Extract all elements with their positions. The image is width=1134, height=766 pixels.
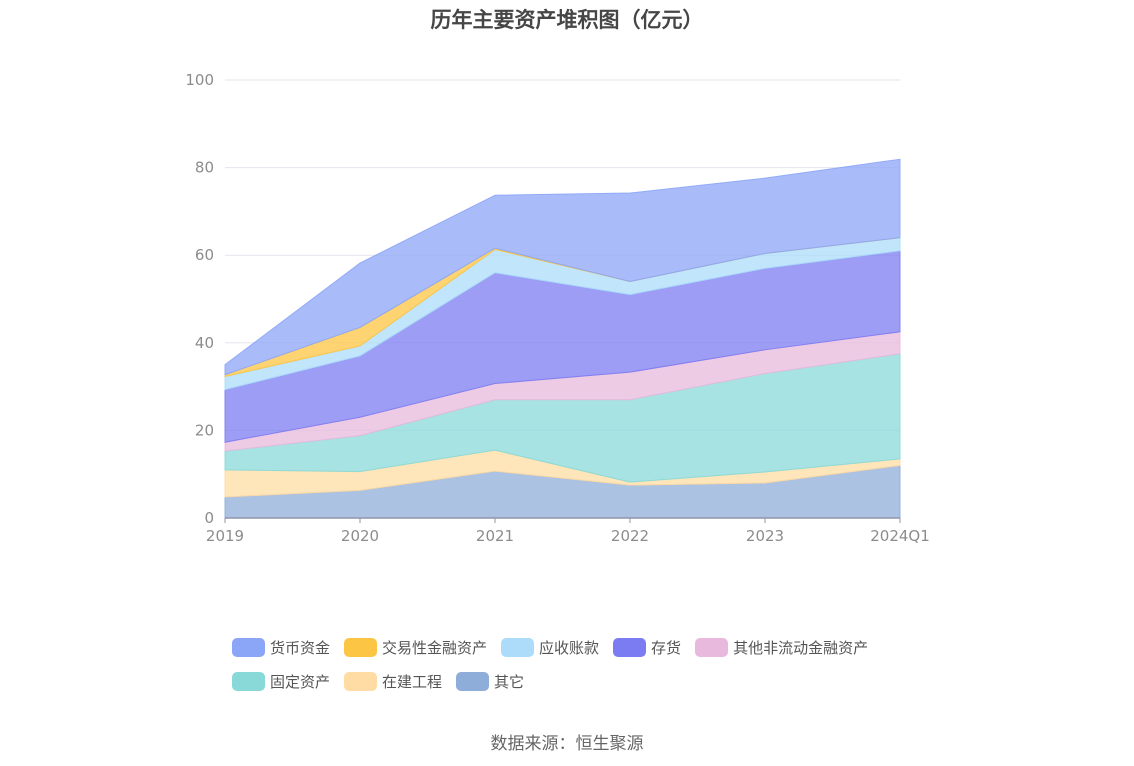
y-tick-label: 20 xyxy=(195,421,214,439)
y-tick-label: 40 xyxy=(195,334,214,352)
legend-item[interactable]: 应收账款 xyxy=(501,637,599,658)
legend-swatch xyxy=(695,637,729,657)
area-货币资金 xyxy=(224,158,901,376)
y-tick-label: 60 xyxy=(195,246,214,264)
y-tick-label: 100 xyxy=(185,71,214,89)
legend-item[interactable]: 其它 xyxy=(456,671,524,692)
legend-label: 其它 xyxy=(494,672,525,691)
chart-svg: 0 20 40 60 80 100 2019 2020 2021 2022 2023 2024Q1 xyxy=(185,71,929,545)
legend-item[interactable]: 其他非流动金融资产 xyxy=(695,637,868,658)
legend-swatch xyxy=(232,671,265,691)
legend-label: 交易性金融资产 xyxy=(382,638,488,657)
x-tick-label: 2021 xyxy=(476,527,514,545)
legend-label: 存货 xyxy=(651,638,682,657)
x-tick-label: 2020 xyxy=(341,527,379,545)
legend-swatch xyxy=(501,637,535,657)
legend-swatch xyxy=(344,671,378,691)
legend-swatch xyxy=(344,637,378,657)
x-tick-label: 2019 xyxy=(206,527,244,545)
legend-label: 货币资金 xyxy=(270,638,331,657)
legend-label: 其他非流动金融资产 xyxy=(733,638,869,657)
legend-item[interactable]: 存货 xyxy=(613,637,681,658)
x-tick-label: 2022 xyxy=(611,527,649,545)
data-source: 数据来源：恒生聚源 xyxy=(490,734,644,754)
y-tick-label: 0 xyxy=(204,509,214,527)
legend-item[interactable]: 在建工程 xyxy=(344,671,442,692)
x-tick-label: 2024Q1 xyxy=(870,527,930,545)
legend-label: 在建工程 xyxy=(382,672,443,691)
x-tick-label: 2023 xyxy=(746,527,784,545)
legend: 货币资金 交易性金融资产 应收账款 存货 其他非流动金融资产 固定资产 在建工程 其它 xyxy=(232,630,932,698)
legend-item[interactable]: 交易性金融资产 xyxy=(344,637,487,658)
legend-swatch xyxy=(613,637,647,657)
legend-label: 应收账款 xyxy=(539,638,600,657)
legend-swatch xyxy=(456,671,490,691)
axes: 0 20 40 60 80 100 2019 2020 2021 2022 2023 2024Q1 xyxy=(185,71,929,545)
area-series xyxy=(224,158,901,519)
legend-item[interactable]: 固定资产 xyxy=(232,671,330,692)
legend-label: 固定资产 xyxy=(270,672,331,691)
legend-row: 固定资产 在建工程 其它 xyxy=(232,664,932,698)
legend-item[interactable]: 货币资金 xyxy=(232,637,330,658)
chart-title: 历年主要资产堆积图（亿元） xyxy=(430,8,704,32)
y-tick-label: 80 xyxy=(195,159,214,177)
legend-row: 货币资金 交易性金融资产 应收账款 存货 其他非流动金融资产 xyxy=(232,630,932,664)
legend-swatch xyxy=(232,637,265,657)
